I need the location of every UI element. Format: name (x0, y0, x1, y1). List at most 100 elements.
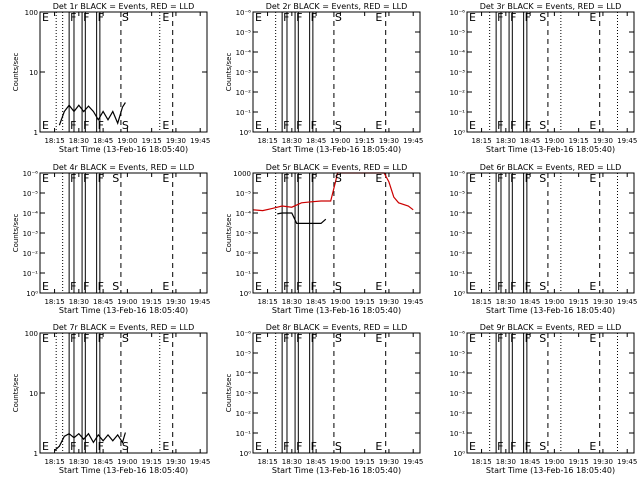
y-tick-label: 10⁻¹ (450, 430, 466, 438)
plot-frame (252, 11, 421, 133)
x-tick-label: 19:15 (142, 137, 162, 145)
x-tick-label: 19:45 (403, 298, 423, 306)
marker-letter: F (311, 280, 317, 293)
marker-letter: E (375, 332, 382, 345)
x-tick-label: 19:00 (117, 298, 137, 306)
lld-rate-line (252, 172, 414, 212)
x-tick-label: 18:30 (496, 458, 516, 466)
marker-letter: E (42, 440, 49, 453)
marker-letter: F (525, 280, 531, 293)
x-tick-label: 19:45 (617, 137, 637, 145)
marker-letter: E (375, 280, 382, 293)
x-tick-label: 18:15 (44, 137, 64, 145)
x-tick-label: 18:30 (282, 298, 302, 306)
y-tick-label: 10⁻³ (450, 69, 466, 77)
marker-letter: E (375, 440, 382, 453)
chart-title: Det 3r BLACK = Events, RED = LLD (480, 2, 622, 11)
y-tick-label: 10⁻⁴ (450, 49, 466, 57)
x-tick-label: 19:30 (593, 298, 613, 306)
marker-letter: S (112, 280, 119, 293)
marker-letter: E (589, 119, 596, 132)
marker-letter: F (311, 11, 317, 24)
x-axis-label: Start Time (13-Feb-16 18:05:40) (59, 466, 188, 475)
y-tick-label: 10⁻¹ (23, 270, 39, 278)
x-tick-label: 18:15 (44, 458, 64, 466)
x-tick-label: 19:15 (355, 137, 375, 145)
chart-title: Det 2r BLACK = Events, RED = LLD (266, 2, 408, 11)
y-tick-label: 10⁰ (239, 129, 251, 137)
x-tick-label: 19:15 (355, 458, 375, 466)
x-tick-label: 19:00 (544, 137, 564, 145)
y-tick-label: 10⁻¹ (236, 430, 252, 438)
marker-letter: F (311, 119, 317, 132)
marker-letter: F (497, 119, 503, 132)
marker-letter: F (497, 11, 503, 24)
marker-letter: E (469, 119, 476, 132)
x-axis-label: Start Time (13-Feb-16 18:05:40) (59, 145, 188, 154)
marker-letter: E (469, 280, 476, 293)
x-axis-label: Start Time (13-Feb-16 18:05:40) (59, 306, 188, 315)
y-tick-label: 10⁻⁴ (236, 49, 252, 57)
marker-letter: F (497, 280, 503, 293)
x-tick-label: 18:30 (69, 137, 89, 145)
marker-letter: F (70, 119, 76, 132)
chart-panel-1: Det 1r BLACK = Events, RED = LLD 18:15 18:… (12, 2, 210, 154)
marker-letter: F (283, 280, 289, 293)
x-tick-label: 19:45 (617, 298, 637, 306)
marker-letter: E (255, 440, 262, 453)
y-tick-label: 100 (25, 9, 38, 17)
x-tick-label: 18:15 (471, 298, 491, 306)
y-tick-label: 10⁻² (236, 89, 252, 97)
marker-letter: F (296, 440, 302, 453)
marker-letter: S (539, 280, 546, 293)
marker-letter: F (311, 332, 317, 345)
x-tick-label: 19:30 (379, 137, 399, 145)
y-axis-label: Counts/sec (225, 53, 233, 92)
y-tick-label: 1 (34, 129, 38, 137)
x-tick-label: 19:15 (355, 298, 375, 306)
chart-panel-8: Det 8r BLACK = Events, RED = LLD 18:15 18:… (225, 323, 423, 475)
marker-letter: E (162, 332, 169, 345)
x-axis-label: Start Time (13-Feb-16 18:05:40) (486, 145, 615, 154)
marker-letter: S (335, 280, 342, 293)
marker-letter: F (83, 280, 89, 293)
y-tick-label: 10⁰ (453, 129, 465, 137)
marker-letter: F (70, 172, 76, 185)
y-tick-label: 10⁻⁵ (450, 190, 466, 198)
x-tick-label: 18:30 (69, 458, 89, 466)
x-tick-label: 18:30 (282, 137, 302, 145)
y-tick-label: 10⁻¹ (450, 270, 466, 278)
marker-letter: E (375, 11, 382, 24)
x-tick-label: 18:15 (44, 298, 64, 306)
marker-letter: F (83, 332, 89, 345)
chart-title: Det 6r BLACK = Events, RED = LLD (480, 163, 622, 172)
y-tick-label: 10⁻² (450, 250, 466, 258)
x-tick-label: 19:30 (593, 137, 613, 145)
y-tick-label: 10⁰ (239, 290, 251, 298)
marker-letter: E (162, 172, 169, 185)
x-tick-label: 19:45 (190, 137, 210, 145)
marker-letter: F (70, 280, 76, 293)
x-tick-label: 19:45 (190, 458, 210, 466)
marker-letter: F (83, 119, 89, 132)
y-tick-label: 10⁻¹ (236, 109, 252, 117)
marker-letter: F (83, 440, 89, 453)
x-tick-label: 19:45 (403, 458, 423, 466)
y-tick-label: 10⁻⁶ (450, 330, 466, 338)
y-tick-label: 10⁻⁵ (236, 350, 252, 358)
marker-letter: E (42, 332, 49, 345)
marker-letter: E (255, 332, 262, 345)
plot-frame (466, 11, 635, 133)
marker-letter: F (510, 172, 516, 185)
y-tick-label: 10⁻¹ (236, 270, 252, 278)
y-tick-label: 10⁻⁵ (450, 29, 466, 37)
x-tick-label: 19:00 (117, 458, 137, 466)
marker-letter: F (296, 332, 302, 345)
marker-letter: E (469, 440, 476, 453)
marker-letter: F (98, 119, 104, 132)
x-tick-label: 19:00 (544, 458, 564, 466)
y-axis-label: Counts/sec (12, 53, 20, 92)
marker-letter: E (589, 280, 596, 293)
marker-letter: E (375, 172, 382, 185)
y-tick-label: 10⁻⁶ (450, 9, 466, 17)
